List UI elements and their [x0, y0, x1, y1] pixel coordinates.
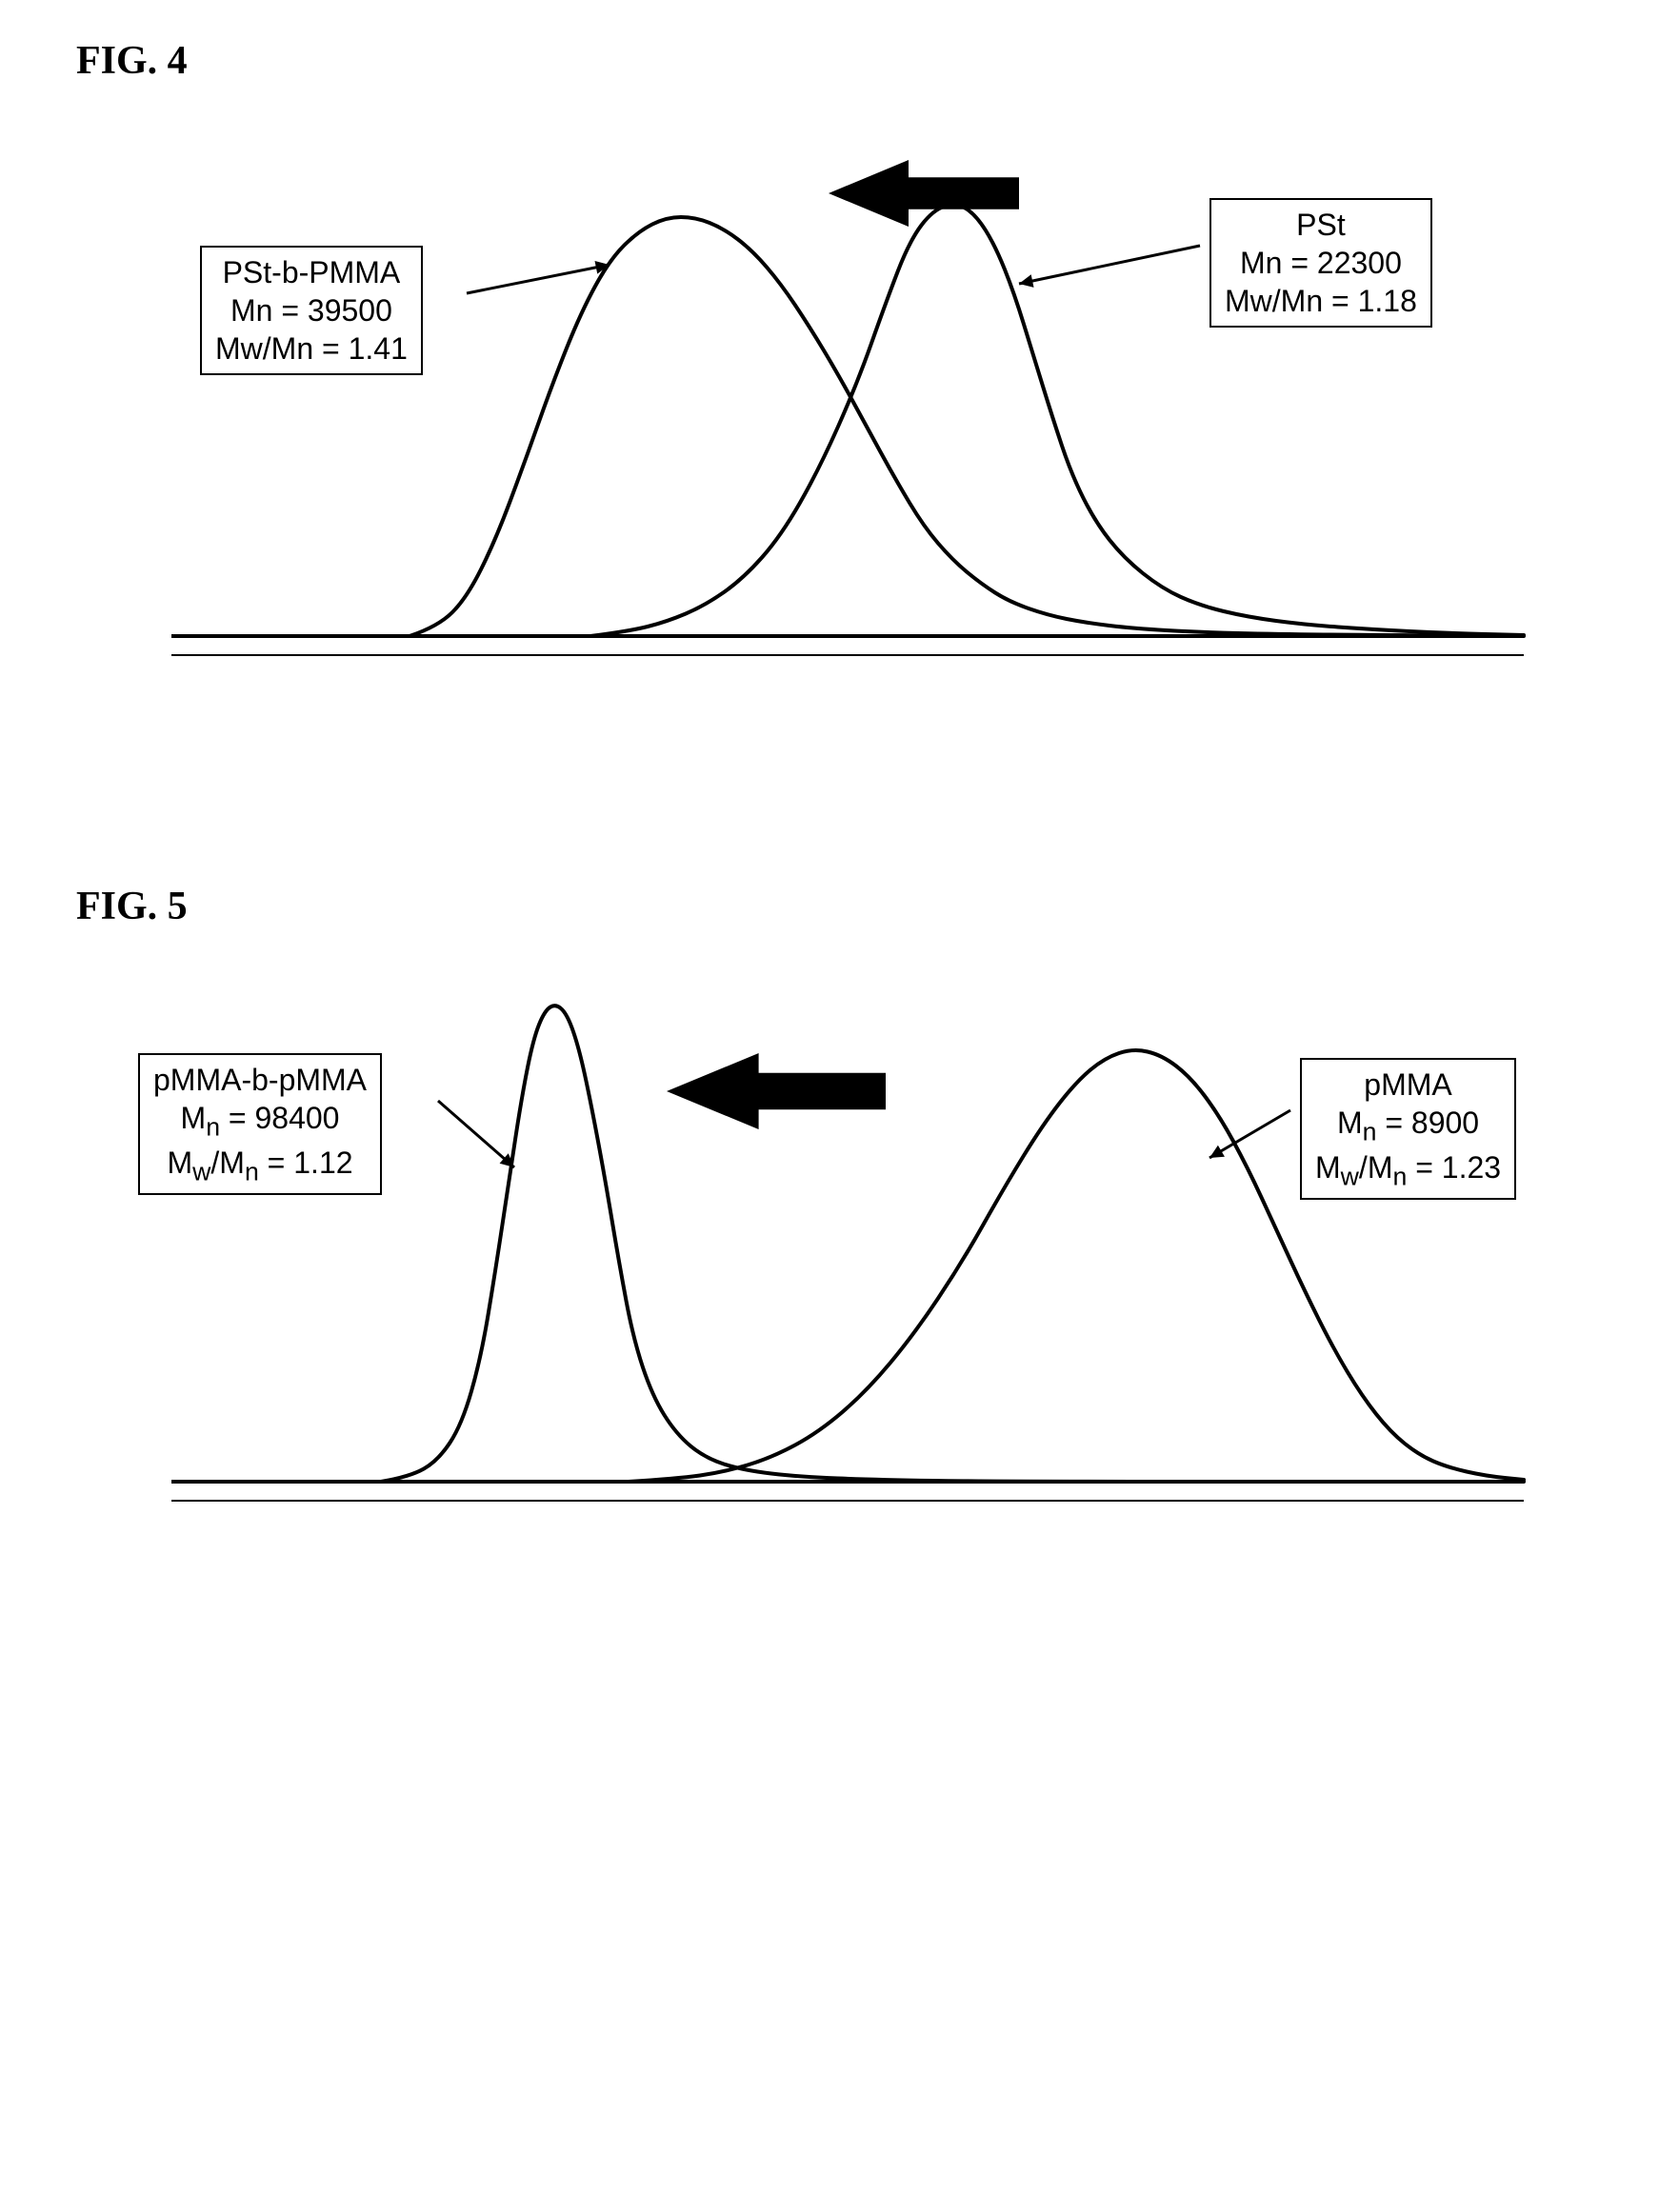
- figure-4-plot: PSt-b-PMMA Mn = 39500 Mw/Mn = 1.41 PSt M…: [133, 122, 1562, 693]
- fig5-left-line3: Mw/Mn = 1.12: [153, 1144, 367, 1188]
- fig5-label-right: pMMA Mn = 8900 Mw/Mn = 1.23: [1300, 1058, 1516, 1200]
- fig5-left-line1: pMMA-b-pMMA: [153, 1061, 367, 1099]
- fig5-left-line2: Mn = 98400: [153, 1099, 367, 1144]
- figure-4-label: FIG. 4: [76, 38, 1638, 84]
- fig5-right-line2: Mn = 8900: [1315, 1104, 1501, 1148]
- fig4-label-left: PSt-b-PMMA Mn = 39500 Mw/Mn = 1.41: [200, 246, 423, 375]
- fig5-right-line1: pMMA: [1315, 1066, 1501, 1104]
- fig5-right-line3: Mw/Mn = 1.23: [1315, 1148, 1501, 1193]
- fig4-right-line1: PSt: [1225, 206, 1417, 244]
- figure-5-label: FIG. 5: [76, 884, 1638, 929]
- fig4-left-line1: PSt-b-PMMA: [215, 253, 408, 291]
- fig4-left-line3: Mw/Mn = 1.41: [215, 329, 408, 368]
- fig5-label-left: pMMA-b-pMMA Mn = 98400 Mw/Mn = 1.12: [138, 1053, 382, 1195]
- fig4-right-line3: Mw/Mn = 1.18: [1225, 282, 1417, 320]
- fig4-left-line2: Mn = 39500: [215, 291, 408, 329]
- figure-4: FIG. 4 PSt-b-PMMA Mn = 39500 Mw/Mn = 1.4…: [38, 38, 1638, 693]
- figure-5: FIG. 5 pMMA-b-pMMA Mn = 98400 Mw/Mn = 1.…: [38, 884, 1638, 1539]
- fig4-label-right: PSt Mn = 22300 Mw/Mn = 1.18: [1209, 198, 1432, 328]
- fig4-right-line2: Mn = 22300: [1225, 244, 1417, 282]
- figure-5-plot: pMMA-b-pMMA Mn = 98400 Mw/Mn = 1.12 pMMA…: [133, 967, 1562, 1539]
